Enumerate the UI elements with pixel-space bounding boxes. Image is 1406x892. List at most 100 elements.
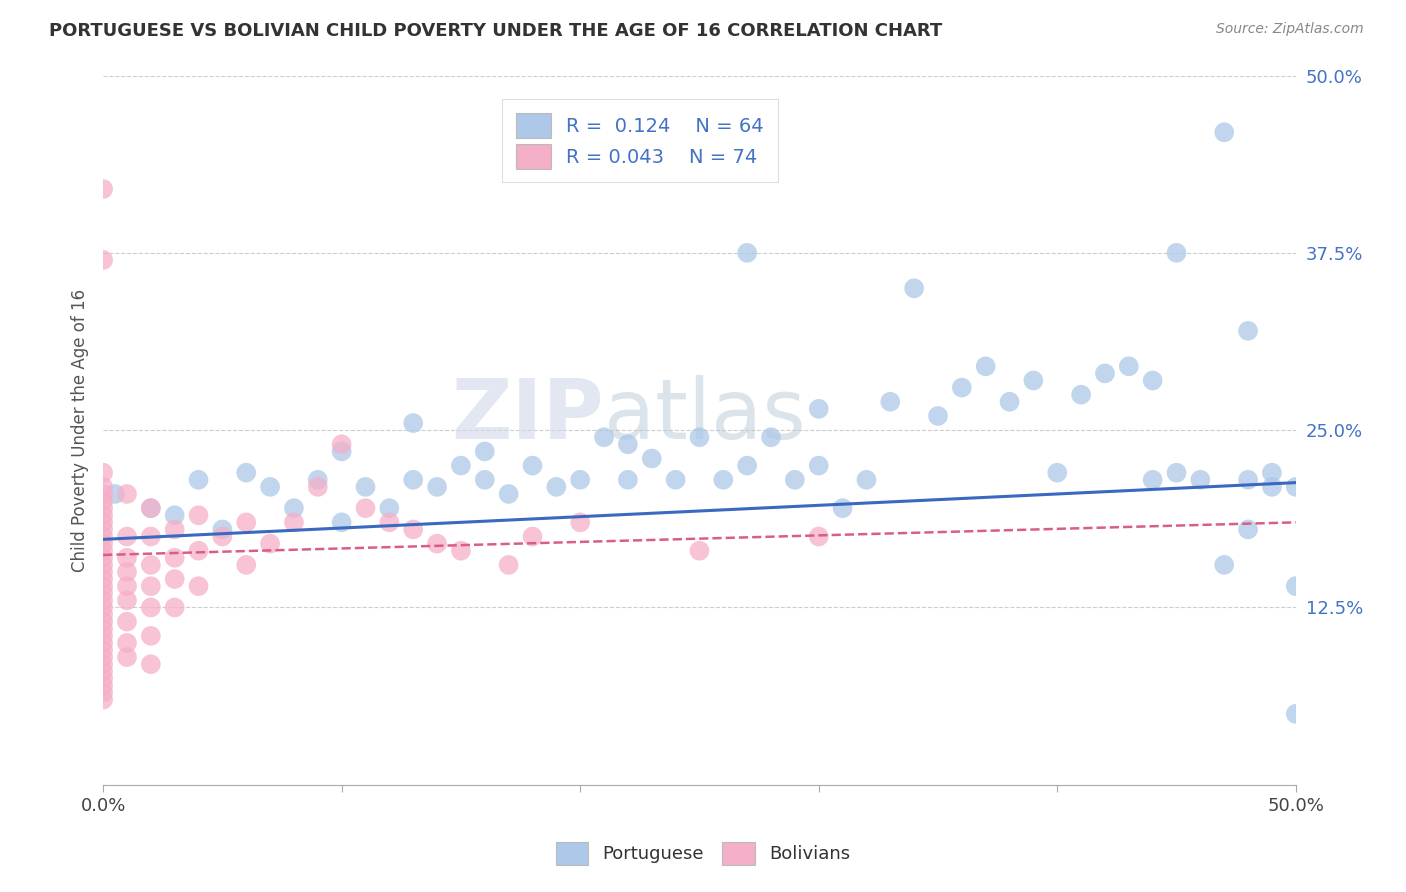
Point — [115, 636, 138, 650]
Point — [498, 558, 520, 572]
Point — [1046, 466, 1069, 480]
Point — [115, 615, 138, 629]
Point — [426, 480, 449, 494]
Point — [187, 543, 209, 558]
Point — [354, 480, 377, 494]
Point — [91, 685, 114, 699]
Point — [91, 678, 114, 692]
Point — [115, 650, 138, 665]
Point — [378, 501, 401, 516]
Point — [187, 508, 209, 523]
Point — [474, 444, 496, 458]
Point — [91, 615, 114, 629]
Point — [927, 409, 949, 423]
Point — [759, 430, 782, 444]
Point — [1237, 324, 1260, 338]
Point — [1142, 374, 1164, 388]
Legend: Portuguese, Bolivians: Portuguese, Bolivians — [547, 833, 859, 874]
Point — [711, 473, 734, 487]
Point — [91, 622, 114, 636]
Point — [91, 672, 114, 686]
Point — [139, 579, 162, 593]
Point — [426, 536, 449, 550]
Point — [139, 558, 162, 572]
Point — [665, 473, 688, 487]
Point — [91, 643, 114, 657]
Point — [91, 629, 114, 643]
Point — [91, 494, 114, 508]
Point — [1070, 387, 1092, 401]
Point — [211, 529, 233, 543]
Point — [91, 657, 114, 672]
Point — [735, 458, 758, 473]
Point — [474, 473, 496, 487]
Point — [1285, 480, 1308, 494]
Point — [522, 529, 544, 543]
Point — [91, 572, 114, 586]
Point — [522, 458, 544, 473]
Point — [187, 579, 209, 593]
Point — [783, 473, 806, 487]
Point — [879, 394, 901, 409]
Point — [1261, 466, 1284, 480]
Point — [450, 458, 472, 473]
Point — [91, 607, 114, 622]
Point — [283, 516, 305, 530]
Point — [593, 430, 616, 444]
Point — [974, 359, 997, 374]
Point — [163, 550, 186, 565]
Point — [91, 692, 114, 706]
Point — [139, 529, 162, 543]
Point — [91, 650, 114, 665]
Point — [1166, 466, 1188, 480]
Point — [115, 565, 138, 579]
Point — [163, 523, 186, 537]
Point — [91, 516, 114, 530]
Point — [617, 437, 640, 451]
Point — [163, 600, 186, 615]
Point — [855, 473, 877, 487]
Point — [1022, 374, 1045, 388]
Point — [91, 523, 114, 537]
Point — [91, 480, 114, 494]
Text: atlas: atlas — [605, 376, 806, 457]
Point — [91, 501, 114, 516]
Point — [91, 586, 114, 600]
Point — [91, 529, 114, 543]
Point — [1213, 558, 1236, 572]
Point — [91, 636, 114, 650]
Text: ZIP: ZIP — [451, 376, 605, 457]
Point — [354, 501, 377, 516]
Point — [91, 600, 114, 615]
Point — [831, 501, 853, 516]
Point — [998, 394, 1021, 409]
Point — [91, 665, 114, 679]
Point — [1285, 706, 1308, 721]
Point — [950, 381, 973, 395]
Point — [1237, 473, 1260, 487]
Text: Source: ZipAtlas.com: Source: ZipAtlas.com — [1216, 22, 1364, 37]
Point — [91, 466, 114, 480]
Point — [1189, 473, 1212, 487]
Point — [91, 543, 114, 558]
Point — [641, 451, 664, 466]
Point — [235, 558, 257, 572]
Point — [546, 480, 568, 494]
Point — [91, 550, 114, 565]
Point — [283, 501, 305, 516]
Point — [91, 508, 114, 523]
Point — [402, 523, 425, 537]
Point — [115, 487, 138, 501]
Point — [259, 480, 281, 494]
Point — [1118, 359, 1140, 374]
Y-axis label: Child Poverty Under the Age of 16: Child Poverty Under the Age of 16 — [72, 289, 89, 572]
Point — [1094, 367, 1116, 381]
Point — [91, 579, 114, 593]
Point — [498, 487, 520, 501]
Point — [330, 437, 353, 451]
Point — [163, 572, 186, 586]
Point — [1142, 473, 1164, 487]
Point — [807, 458, 830, 473]
Point — [139, 501, 162, 516]
Point — [1237, 523, 1260, 537]
